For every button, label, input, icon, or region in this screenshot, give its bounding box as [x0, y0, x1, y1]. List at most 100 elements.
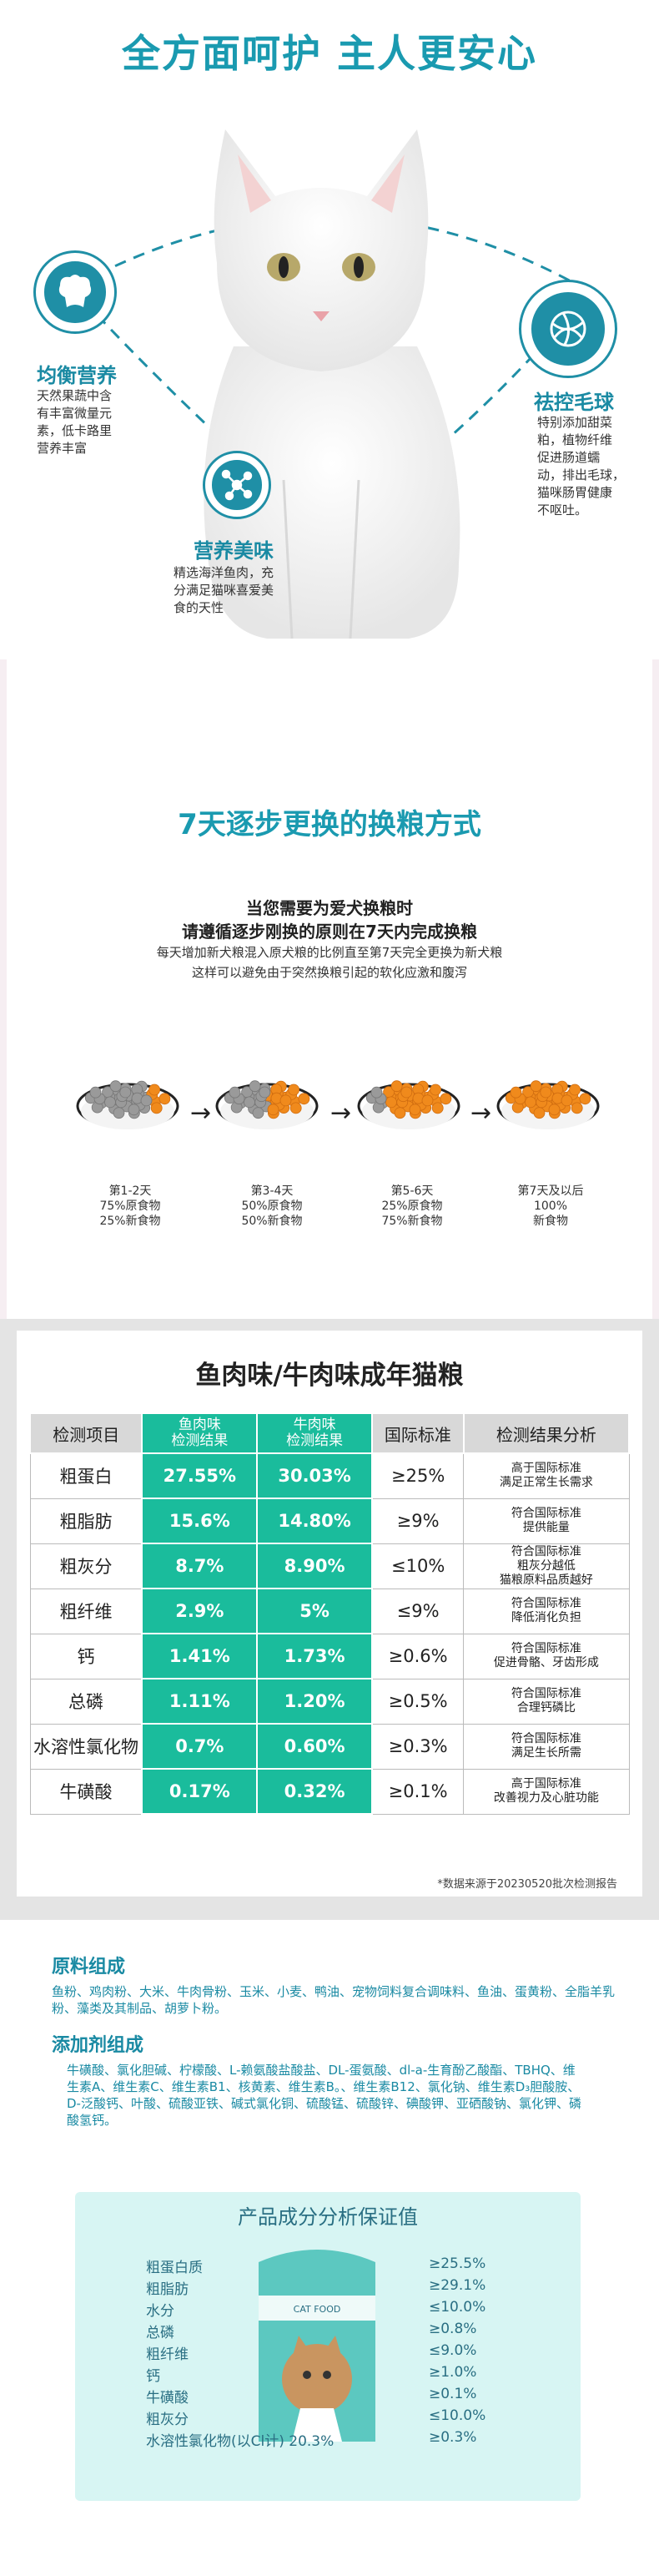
table-cell: 高于国际标准 改善视力及心脏功能	[463, 1768, 630, 1815]
feature-title-hairball: 祛控毛球	[534, 391, 614, 414]
feature-desc-tasty: 精选海洋鱼肉，充 分满足猫咪喜爱美 食的天性	[174, 565, 274, 615]
guarantee-value: ≥1.0%	[429, 2364, 477, 2381]
table-cell: 1.73%	[256, 1633, 373, 1679]
table-cell: 0.7%	[141, 1723, 259, 1770]
additive-text: 牛磺酸、氯化胆碱、柠檬酸、L-赖氨酸盐酸盐、DL-蛋氨酸、dl-a-生育酚乙酸酯…	[67, 2063, 581, 2128]
table-cell: 1.20%	[256, 1678, 373, 1725]
guarantee-value: ≥0.8%	[429, 2321, 477, 2337]
table-cell: 5%	[256, 1588, 373, 1634]
table-cell: ≥9%	[371, 1498, 465, 1544]
table-row: 粗脂肪 15.6% 14.80% ≥9% 符合国际标准 提供能量	[29, 1498, 630, 1544]
table-cell: ≥25%	[371, 1452, 465, 1499]
transition-heading-2: 请遵循逐步刚换的原则在7天内完成换粮	[182, 922, 477, 942]
table-cell: 27.55%	[141, 1452, 259, 1499]
guarantee-value: ≤10.0%	[429, 2407, 486, 2424]
hairball-icon	[519, 280, 617, 378]
food-bowl	[215, 1080, 319, 1129]
transition-para-2: 这样可以避免由于突然换粮引起的软化应激和腹泻	[191, 965, 467, 980]
table-cell: 15.6%	[141, 1498, 259, 1544]
table-row: 牛磺酸 0.17% 0.32% ≥0.1% 高于国际标准 改善视力及心脏功能	[29, 1768, 630, 1815]
table-cell: 符合国际标准 满足生长所需	[463, 1723, 630, 1770]
table-cell: 符合国际标准 降低消化负担	[463, 1588, 630, 1634]
table-cell: 粗蛋白	[29, 1452, 143, 1499]
table-row: 粗灰分 8.7% 8.90% ≤10% 符合国际标准 粗灰分越低 猫粮原料品质越好	[29, 1543, 630, 1589]
header-fish: 鱼肉味 检测结果	[141, 1412, 259, 1454]
table-cell: 2.9%	[141, 1588, 259, 1634]
bowls-diagram	[76, 1080, 600, 1129]
table-cell: 8.7%	[141, 1543, 259, 1589]
table-cell: 符合国际标准 促进骨骼、牙齿形成	[463, 1633, 630, 1679]
guarantee-name: 水溶性氯化物(以Cl计) 20.3%	[146, 2433, 335, 2450]
additive-title: 添加剂组成	[52, 2035, 144, 2056]
food-bowl	[357, 1080, 460, 1129]
guarantee-value: ≤9.0%	[429, 2342, 477, 2359]
hero-title: 全方面呵护 主人更安心	[121, 31, 537, 76]
table-header-row: 检测项目 鱼肉味 检测结果 牛肉味 检测结果 国际标准 检测结果分析	[28, 1412, 631, 1454]
guarantee-name: 总磷	[146, 2325, 174, 2341]
transition-para-1: 每天增加新犬粮混入原犬粮的比例直至第7天完全更换为新犬粮	[156, 945, 503, 960]
guarantee-name: 钙	[146, 2368, 160, 2385]
table-row: 粗蛋白 27.55% 30.03% ≥25% 高于国际标准 满足正常生长需求	[29, 1452, 630, 1499]
table-cell: 0.60%	[256, 1723, 373, 1770]
guarantee-name: 粗蛋白质	[146, 2260, 203, 2276]
table-row: 总磷 1.11% 1.20% ≥0.5% 符合国际标准 合理钙磷比	[29, 1678, 630, 1725]
header-beef: 牛肉味 检测结果	[256, 1412, 373, 1454]
svg-text:CAT FOOD: CAT FOOD	[294, 2304, 341, 2315]
molecule-icon	[203, 451, 271, 519]
table-cell: 总磷	[29, 1678, 143, 1725]
table-cell: 14.80%	[256, 1498, 373, 1544]
nutrition-table-section: 鱼肉味/牛肉味成年猫粮 检测项目 鱼肉味 检测结果 牛肉味 检测结果 国际标准 检测…	[0, 1319, 659, 1920]
raw-title: 原料组成	[52, 1957, 126, 1977]
guarantee-name: 粗脂肪	[146, 2281, 189, 2298]
table-row: 粗纤维 2.9% 5% ≤9% 符合国际标准 降低消化负担	[29, 1588, 630, 1634]
table-row: 钙 1.41% 1.73% ≥0.6% 符合国际标准 促进骨骼、牙齿形成	[29, 1633, 630, 1679]
food-bowl	[496, 1080, 600, 1129]
guarantee-name: 粗纤维	[146, 2346, 189, 2363]
guarantee-name: 水分	[146, 2303, 174, 2320]
table-cell: ≥0.1%	[371, 1768, 465, 1815]
guarantee-value: ≥25.5%	[429, 2255, 486, 2272]
stage-label: 第1-2天 75%原食物 25%新食物	[99, 1184, 161, 1228]
arrow-right-icon: →	[330, 1099, 352, 1128]
table-cell: ≤10%	[371, 1543, 465, 1589]
guarantee-name: 粗灰分	[146, 2412, 189, 2428]
transition-title: 7天逐步更换的换粮方式	[178, 808, 481, 841]
white-cat-image	[204, 129, 460, 639]
header-analysis: 检测结果分析	[462, 1412, 631, 1454]
food-bowl	[76, 1080, 179, 1129]
table-cell: 30.03%	[256, 1452, 373, 1499]
table-cell: 0.17%	[141, 1768, 259, 1815]
guarantee-value: ≥29.1%	[429, 2277, 486, 2294]
table-cell: ≥0.5%	[371, 1678, 465, 1725]
arrow-right-icon: →	[470, 1099, 492, 1128]
table-cell: 牛磺酸	[29, 1768, 143, 1815]
header-standard: 国际标准	[370, 1412, 465, 1454]
table-cell: 8.90%	[256, 1543, 373, 1589]
table-cell: 符合国际标准 提供能量	[463, 1498, 630, 1544]
stage-label: 第3-4天 50%原食物 50%新食物	[241, 1184, 303, 1228]
table-cell: 0.32%	[256, 1768, 373, 1815]
table-cell: 1.41%	[141, 1633, 259, 1679]
table-cell: ≤9%	[371, 1588, 465, 1634]
guarantee-value: ≥0.1%	[429, 2386, 477, 2402]
guarantee-title: 产品成分分析保证值	[238, 2205, 418, 2229]
table-cell: ≥0.3%	[371, 1723, 465, 1770]
table-title: 鱼肉味/牛肉味成年猫粮	[195, 1361, 464, 1391]
table-cell: 1.11%	[141, 1678, 259, 1725]
stage-label: 第7天及以后 100% 新食物	[517, 1184, 584, 1228]
left-edge	[0, 659, 7, 1319]
feature-title-balanced: 均衡营养	[37, 364, 117, 387]
transition-section: 7天逐步更换的换粮方式 当您需要为爱犬换粮时 请遵循逐步刚换的原则在7天内完成换…	[0, 659, 659, 1319]
table-cell: ≥0.6%	[371, 1633, 465, 1679]
hero-section: 全方面呵护 主人更安心 均衡	[0, 0, 659, 659]
right-edge	[652, 659, 659, 1319]
header-item: 检测项目	[28, 1412, 143, 1454]
table-cell: 粗灰分	[29, 1543, 143, 1589]
table-cell: 符合国际标准 合理钙磷比	[463, 1678, 630, 1725]
table-cell: 粗纤维	[29, 1588, 143, 1634]
guarantee-value: ≥0.3%	[429, 2429, 477, 2446]
guarantee-value: ≤10.0%	[429, 2299, 486, 2316]
guarantee-name: 牛磺酸	[146, 2390, 189, 2407]
feature-desc-hairball: 特别添加甜菜 粕，植物纤维 促进肠道蠕 动，排出毛球， 猫咪肠胃健康 不呕吐。	[537, 415, 626, 518]
table-row: 水溶性氯化物 0.7% 0.60% ≥0.3% 符合国际标准 满足生长所需	[29, 1723, 630, 1770]
